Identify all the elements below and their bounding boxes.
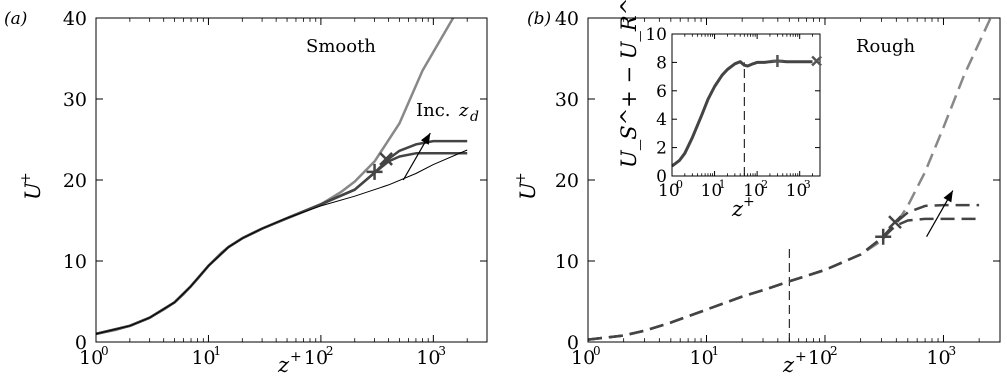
a-series-line-2 <box>96 141 467 334</box>
a-x-tick-exponent: 2 <box>326 344 334 358</box>
b-inset-y-tick-label: 2 <box>656 139 667 159</box>
a-y-axis-label-group: U+ <box>18 172 45 200</box>
a-series-line-4 <box>96 150 467 334</box>
b-inset-y-tick-label: 6 <box>656 82 667 102</box>
b-inset-y-tick-label: 4 <box>656 110 667 130</box>
b-series-line-2 <box>588 205 979 340</box>
a-arrow-text: Inc. <box>416 100 451 121</box>
a-y-axis-label-sup: + <box>18 172 34 184</box>
b-x-tick-label: 10 <box>926 347 950 369</box>
b-y-tick-label: 30 <box>555 89 579 111</box>
a-x-tick-label: 10 <box>304 347 328 369</box>
b-inset-y-axis-label: U_S^+ − U_R^+ <box>617 0 641 168</box>
b-y-tick-label: 40 <box>555 8 579 30</box>
a-x-axis-label: z <box>277 353 290 377</box>
b-inset-y-tick-label: 8 <box>656 53 667 73</box>
a-x-tick-exponent: 3 <box>438 344 446 358</box>
b-inset-y-tick-label: 0 <box>656 167 667 187</box>
b-series-line-3 <box>588 219 979 340</box>
a-y-tick-label: 30 <box>63 89 87 111</box>
a-arrow-var-sub: d <box>470 109 479 125</box>
b-x-tick-exponent: 1 <box>711 344 719 358</box>
b-y-tick-label: 10 <box>555 251 579 273</box>
b-annotation: Rough <box>856 36 916 57</box>
b-x-tick-exponent: 2 <box>830 344 838 358</box>
b-x-tick-label: 10 <box>808 347 832 369</box>
a-annotation: Smooth <box>306 36 376 57</box>
b-x-tick-exponent: 3 <box>948 344 956 358</box>
b-y-tick-label: 0 <box>567 332 579 354</box>
a-x-tick-exponent: 1 <box>213 344 221 358</box>
b-inset-x-tick-exponent: 3 <box>804 178 811 191</box>
a-y-tick-label: 10 <box>63 251 87 273</box>
b-inset-y-label-group: U_S^+ − U_R^+ <box>617 0 641 168</box>
b-y-tick-label: 20 <box>555 170 579 192</box>
a-x-tick-exponent: 0 <box>101 344 109 358</box>
b-y-axis-label-sup: + <box>513 172 529 184</box>
a-panel-label: (a) <box>4 9 27 29</box>
a-x-axis-label-sup: + <box>290 349 302 365</box>
b-x-axis-label-sup: + <box>795 349 807 365</box>
b-x-tick-exponent: 0 <box>593 344 601 358</box>
b-panel-label: (b) <box>527 9 551 29</box>
a-y-tick-label: 20 <box>63 170 87 192</box>
b-inset-x-tick-exponent: 0 <box>676 178 683 191</box>
b-inset-x-axis-label-sup: + <box>743 194 755 210</box>
b-trend-arrow-head <box>943 191 952 203</box>
b-inset-x-tick-exponent: 2 <box>761 178 768 191</box>
a-y-tick-label: 40 <box>63 8 87 30</box>
a-series-line-3 <box>96 153 467 334</box>
a-x-tick-label: 10 <box>416 347 440 369</box>
a-arrow-var: z <box>458 100 469 121</box>
b-x-axis-label: z <box>782 353 795 377</box>
a-axes-frame <box>96 18 487 342</box>
b-inset-y-tick-label: 10 <box>645 25 667 45</box>
b-inset-x-tick-exponent: 1 <box>719 178 726 191</box>
b-marker-cross <box>889 216 901 228</box>
b-y-axis-label-group: U+ <box>513 172 540 200</box>
a-series-line-1 <box>96 18 453 334</box>
b-x-tick-label: 10 <box>689 347 713 369</box>
a-y-tick-label: 0 <box>75 332 87 354</box>
b-inset-background <box>672 34 820 176</box>
a-x-tick-label: 10 <box>191 347 215 369</box>
